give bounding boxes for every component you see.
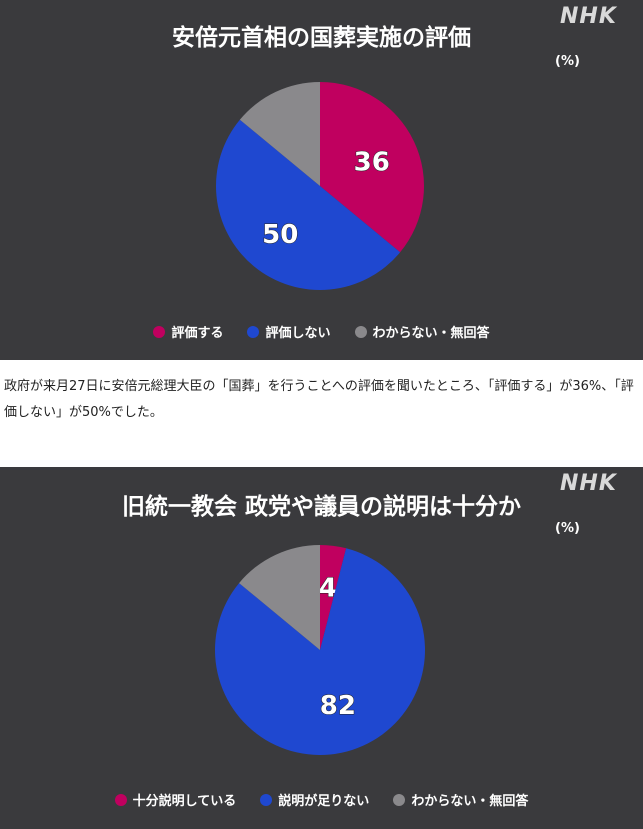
- legend-item: 説明が足りない: [260, 790, 369, 809]
- pie-slice: [214, 548, 425, 755]
- pie-slice: [216, 119, 401, 291]
- unit-label-1: (%): [555, 54, 580, 69]
- legend-dot: [393, 793, 406, 806]
- legend-label: わからない・無回答: [411, 794, 529, 809]
- legend-label: 評価しない: [265, 326, 331, 341]
- unit-label-2: (%): [555, 521, 580, 536]
- legend-dot: [260, 793, 273, 806]
- legend-dot: [114, 793, 127, 806]
- legend-item: 十分説明している: [114, 790, 237, 809]
- nhk-logo: NHK: [560, 471, 617, 496]
- slice-data-label: 36: [354, 148, 390, 178]
- slice-data-label: 82: [320, 691, 356, 721]
- bottom-strip: [0, 824, 643, 829]
- legend-item: 評価する: [153, 322, 223, 341]
- slice-data-label: 4: [319, 573, 337, 603]
- legend-1: 評価する 評価しない わからない・無回答: [0, 322, 643, 341]
- slice-data-label: 50: [262, 220, 298, 250]
- legend-label: 十分説明している: [132, 794, 237, 809]
- legend-label: 説明が足りない: [278, 794, 370, 809]
- pie-slice: [320, 82, 425, 253]
- legend-label: 評価する: [171, 326, 224, 341]
- pie-slice: [320, 545, 347, 650]
- legend-2: 十分説明している 説明が足りない わからない・無回答: [0, 790, 643, 809]
- legend-dot: [153, 325, 166, 338]
- chart-panel-2: 旧統一教会 政党や議員の説明は十分か NHK (%) 4 82 十分説明している …: [0, 467, 643, 824]
- legend-dot: [354, 325, 367, 338]
- chart-title-2: 旧統一教会 政党や議員の説明は十分か: [121, 494, 521, 520]
- pie-slice: [239, 82, 320, 186]
- legend-item: わからない・無回答: [393, 790, 528, 809]
- pie-chart-1: 36 50: [216, 82, 425, 291]
- pie-slice: [239, 545, 320, 650]
- legend-label: わからない・無回答: [372, 326, 490, 341]
- nhk-logo: NHK: [560, 4, 617, 29]
- article-paragraph: 政府が来月27日に安倍元総理大臣の「国葬」を行うことへの評価を聞いたところ、「評…: [4, 379, 634, 420]
- legend-dot: [247, 325, 260, 338]
- pie-chart-2: 4 82: [214, 545, 425, 755]
- chart-panel-1: 安倍元首相の国葬実施の評価 NHK (%) 36 50 評価する 評価しない わか…: [0, 0, 643, 360]
- legend-item: わからない・無回答: [354, 322, 490, 341]
- chart-title-1: 安倍元首相の国葬実施の評価: [172, 25, 471, 51]
- legend-item: 評価しない: [247, 322, 331, 341]
